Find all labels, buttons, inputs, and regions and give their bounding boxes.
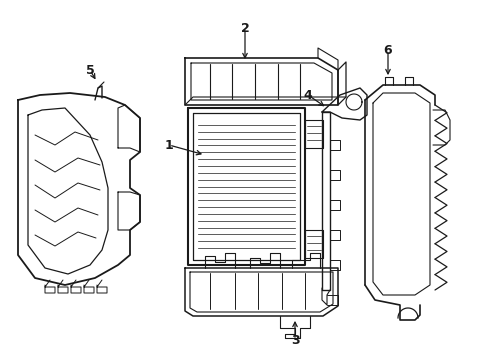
Text: 4: 4 — [304, 89, 313, 102]
Text: 3: 3 — [291, 333, 299, 346]
Text: 1: 1 — [165, 139, 173, 152]
Text: 5: 5 — [86, 63, 95, 77]
Text: 6: 6 — [384, 44, 392, 57]
Text: 2: 2 — [241, 22, 249, 35]
